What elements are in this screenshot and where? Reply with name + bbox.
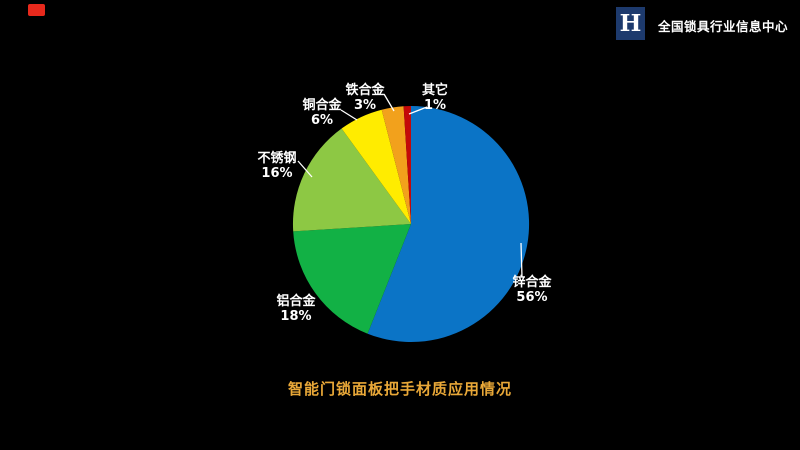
slice-percent: 1% (423, 98, 447, 113)
label-leader-line (340, 109, 358, 121)
slice-name: 铜合金 (302, 98, 342, 113)
label-leader-line (520, 242, 523, 278)
slice-name: 其它 (421, 83, 449, 98)
org-logo: H (616, 7, 645, 40)
pie-slice-zinc-alloy (367, 105, 530, 342)
org-name: 全国锁具行业信息中心 (658, 19, 789, 34)
recording-indicator-icon (28, 4, 45, 16)
slice-label-aluminum-alloy: 铝合金 18% (276, 294, 315, 324)
slice-name: 铁合金 (345, 83, 385, 98)
chart-title: 智能门锁面板把手材质应用情况 (287, 380, 512, 398)
pie-slice-other (403, 105, 411, 224)
slice-percent: 18% (280, 309, 312, 324)
pie-slice-copper-alloy (341, 109, 411, 224)
pie-slice-aluminum-alloy (293, 224, 411, 334)
logo-h-icon: H (619, 10, 642, 37)
slice-label-stainless-steel: 不锈钢 16% (257, 151, 296, 181)
slice-percent: 16% (261, 166, 293, 181)
slice-label-iron-alloy: 铁合金 3% (345, 83, 384, 113)
slice-label-copper-alloy: 铜合金 6% (302, 98, 341, 128)
slice-name: 不锈钢 (257, 151, 297, 166)
pie-slice-stainless-steel (292, 128, 411, 232)
label-leader-line (408, 106, 428, 115)
pie-slice-iron-alloy (381, 106, 411, 224)
slice-percent: 3% (353, 98, 377, 113)
slice-label-other: 其它 1% (422, 83, 448, 113)
label-leader-line (297, 160, 313, 178)
slice-percent: 56% (516, 290, 548, 305)
slice-name: 锌合金 (512, 275, 552, 290)
slice-percent: 6% (310, 113, 334, 128)
slice-label-zinc-alloy: 锌合金 56% (512, 275, 551, 305)
slice-name: 铝合金 (276, 294, 316, 309)
label-leader-line (383, 93, 395, 112)
